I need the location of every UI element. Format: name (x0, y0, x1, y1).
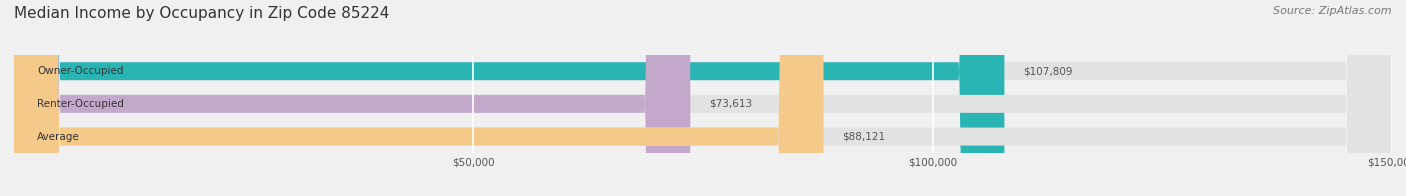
FancyBboxPatch shape (14, 0, 690, 196)
Text: Renter-Occupied: Renter-Occupied (37, 99, 124, 109)
Text: $88,121: $88,121 (842, 132, 884, 142)
FancyBboxPatch shape (14, 0, 1004, 196)
Text: Source: ZipAtlas.com: Source: ZipAtlas.com (1274, 6, 1392, 16)
Text: Owner-Occupied: Owner-Occupied (37, 66, 124, 76)
Text: Median Income by Occupancy in Zip Code 85224: Median Income by Occupancy in Zip Code 8… (14, 6, 389, 21)
FancyBboxPatch shape (14, 0, 1392, 196)
FancyBboxPatch shape (14, 0, 1392, 196)
Text: $73,613: $73,613 (709, 99, 752, 109)
Text: Average: Average (37, 132, 80, 142)
FancyBboxPatch shape (14, 0, 824, 196)
Text: $107,809: $107,809 (1022, 66, 1073, 76)
FancyBboxPatch shape (14, 0, 1392, 196)
